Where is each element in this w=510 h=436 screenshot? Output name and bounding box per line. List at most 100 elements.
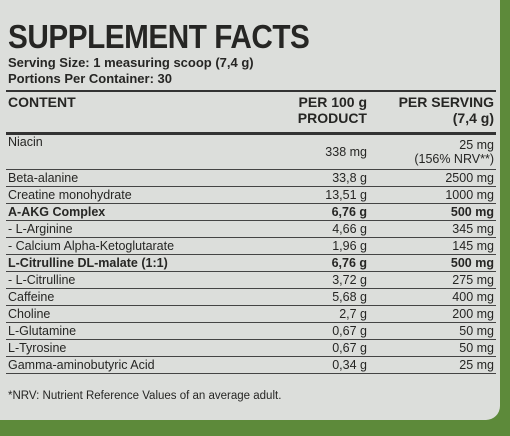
table-cell: 0,67 g: [260, 339, 369, 357]
cell-text: L-Tyrosine: [8, 341, 67, 355]
table-cell: - Calcium Alpha-Ketoglutarate: [6, 237, 260, 255]
cell-text: 25 mg: [459, 138, 494, 152]
cell-text: 25 mg: [459, 358, 494, 372]
cell-text: Choline: [8, 307, 51, 321]
table-cell: 275 mg: [369, 271, 496, 289]
cell-text: 6,76 g: [331, 256, 367, 270]
cell-text: 145 mg: [452, 239, 494, 253]
table-row: Niacin 338 mg 25 mg (156% NRV**): [6, 133, 496, 170]
cell-text: 2500 mg: [445, 171, 494, 185]
cell-text: Creatine monohydrate: [8, 188, 132, 202]
cell-text: Caffeine: [8, 290, 55, 304]
table-cell: 4,66 g: [260, 220, 369, 238]
cell-text: 33,8 g: [332, 171, 367, 185]
cell-text: 338 mg: [325, 145, 367, 159]
cell-text: 2,7 g: [339, 307, 367, 321]
table-row: - L-Arginine 4,66 g 345 mg: [6, 220, 496, 238]
table-cell: 2,7 g: [260, 305, 369, 323]
table-cell: 1000 mg: [369, 186, 496, 204]
table-cell: 6,76 g: [260, 254, 369, 272]
table-row: A-AKG Complex 6,76 g 500 mg: [6, 203, 496, 221]
table-cell: 500 mg: [369, 254, 496, 272]
table-cell: L-Tyrosine: [6, 339, 260, 357]
cell-text: L-Glutamine: [8, 324, 77, 338]
table-cell: Gamma-aminobutyric Acid: [6, 356, 260, 374]
cell-text: Niacin: [8, 135, 43, 149]
table-cell: 50 mg: [369, 339, 496, 357]
table-cell: 1,96 g: [260, 237, 369, 255]
table-cell: 200 mg: [369, 305, 496, 323]
cell-text: - Calcium Alpha-Ketoglutarate: [8, 239, 175, 253]
column-header: CONTENT: [6, 90, 260, 135]
table-cell: 0,67 g: [260, 322, 369, 340]
cell-text: 0,67 g: [332, 341, 367, 355]
cell-text: - L-Citrulline: [8, 273, 76, 287]
cell-text: 0,34 g: [332, 358, 367, 372]
table-cell: A-AKG Complex: [6, 203, 260, 221]
cell-text: 3,72 g: [332, 273, 367, 287]
table-row: L-Citrulline DL-malate (1:1) 6,76 g 500 mg: [6, 254, 496, 272]
table-row: - L-Citrulline 3,72 g 275 mg: [6, 271, 496, 289]
table-cell: 50 mg: [369, 322, 496, 340]
cell-text: 345 mg: [452, 222, 494, 236]
table-cell: Niacin: [6, 133, 260, 170]
table-row: Caffeine 5,68 g 400 mg: [6, 288, 496, 306]
cell-text: 500 mg: [450, 256, 494, 270]
cell-text: 0,67 g: [332, 324, 367, 338]
footnote: *NRV: Nutrient Reference Values of an av…: [8, 390, 282, 402]
table-cell: 500 mg: [369, 203, 496, 221]
cell-text: 1,96 g: [332, 239, 367, 253]
table-row: Creatine monohydrate 13,51 g 1000 mg: [6, 186, 496, 204]
cell-text: 500 mg: [450, 205, 494, 219]
table-cell: 25 mg: [369, 356, 496, 374]
cell-text: Beta-alanine: [8, 171, 79, 185]
table-row: Beta-alanine 33,8 g 2500 mg: [6, 169, 496, 187]
table-cell: - L-Arginine: [6, 220, 260, 238]
cell-text: L-Citrulline DL-malate (1:1): [8, 256, 168, 270]
cell-text: 5,68 g: [332, 290, 367, 304]
table-cell: Beta-alanine: [6, 169, 260, 187]
label: SUPPLEMENT FACTS Serving Size: 1 measuri…: [0, 0, 500, 420]
cell-text: 50 mg: [459, 324, 494, 338]
cell-text: 200 mg: [452, 307, 494, 321]
table-cell: 2500 mg: [369, 169, 496, 187]
table-cell: 13,51 g: [260, 186, 369, 204]
column-header: PER 100 g PRODUCT: [260, 90, 369, 135]
table-row: Gamma-aminobutyric Acid 0,34 g 25 mg: [6, 356, 496, 374]
table-cell: 33,8 g: [260, 169, 369, 187]
cell-text: A-AKG Complex: [8, 205, 106, 219]
cell-text: - L-Arginine: [8, 222, 73, 236]
table-cell: 338 mg: [260, 133, 369, 170]
table-cell: 400 mg: [369, 288, 496, 306]
table-row: L-Glutamine 0,67 g 50 mg: [6, 322, 496, 340]
table-row: - Calcium Alpha-Ketoglutarate 1,96 g 145 m…: [6, 237, 496, 255]
table-cell: 145 mg: [369, 237, 496, 255]
cell-text: 6,76 g: [331, 205, 367, 219]
cell-text: 50 mg: [459, 341, 494, 355]
title: SUPPLEMENT FACTS: [8, 18, 310, 55]
serving-size: Serving Size: 1 measuring scoop (7,4 g): [8, 55, 254, 70]
cell-note: (156% NRV**): [414, 152, 494, 166]
cell-text: 275 mg: [452, 273, 494, 287]
table-cell: 3,72 g: [260, 271, 369, 289]
table-cell: 0,34 g: [260, 356, 369, 374]
cell-text: 1000 mg: [445, 188, 494, 202]
table-cell: Choline: [6, 305, 260, 323]
table-row: L-Tyrosine 0,67 g 50 mg: [6, 339, 496, 357]
cell-text: 400 mg: [452, 290, 494, 304]
table-cell: Creatine monohydrate: [6, 186, 260, 204]
column-header: PER SERVING (7,4 g): [369, 90, 496, 135]
table-cell: 6,76 g: [260, 203, 369, 221]
cell-text: 4,66 g: [332, 222, 367, 236]
cell-text: 13,51 g: [325, 188, 367, 202]
table-row: Choline 2,7 g 200 mg: [6, 305, 496, 323]
portions: Portions Per Container: 30: [8, 71, 172, 86]
table-cell: Caffeine: [6, 288, 260, 306]
table-cell: 25 mg (156% NRV**): [369, 133, 496, 170]
table-cell: 345 mg: [369, 220, 496, 238]
table-cell: 5,68 g: [260, 288, 369, 306]
table-cell: - L-Citrulline: [6, 271, 260, 289]
table-cell: L-Glutamine: [6, 322, 260, 340]
table-cell: L-Citrulline DL-malate (1:1): [6, 254, 260, 272]
facts-table: CONTENT PER 100 g PRODUCT PER SERVING (7…: [6, 90, 496, 374]
